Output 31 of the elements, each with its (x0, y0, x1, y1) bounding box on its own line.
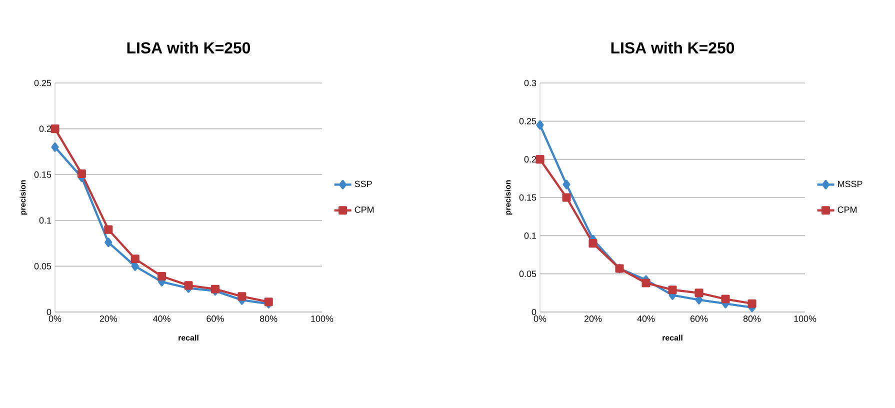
legend-label: CPM (354, 206, 374, 213)
x-tick-label: 40% (153, 316, 170, 322)
x-tick-label: 80% (260, 316, 278, 322)
y-tick-label: 0.05 (34, 263, 52, 270)
y-tick-label: 0.25 (519, 118, 536, 124)
y-tick-label: 0.05 (519, 270, 536, 278)
y-tick-label: 0.1 (39, 217, 52, 224)
x-tick-label: 40% (637, 316, 655, 322)
legend-label: CPM (838, 206, 857, 213)
x-tick-label: 100% (311, 316, 334, 322)
x-tick-label: 20% (584, 316, 602, 322)
chart-title: LISA with K=250 (127, 42, 250, 54)
y-tick-label: 0 (532, 308, 536, 316)
y-tick-label: 0.15 (34, 171, 52, 178)
legend-label: SSP (354, 180, 372, 188)
x-tick-label: 60% (206, 316, 224, 322)
y-tick-label: 0.3 (524, 80, 536, 86)
y-tick-label: 0.1 (524, 232, 536, 239)
y-tick-label: 0 (46, 308, 52, 316)
y-tick-label: 0.15 (519, 194, 536, 201)
x-tick-label: 0% (534, 316, 546, 322)
x-tick-label: 0% (48, 316, 62, 322)
x-tick-label: 100% (794, 316, 816, 322)
x-tick-label: 80% (743, 316, 761, 322)
y-tick-label: 0.25 (34, 80, 52, 86)
x-tick-label: 60% (690, 316, 708, 322)
x-tick-label: 20% (100, 316, 118, 322)
legend-label: MSSP (838, 180, 862, 188)
chart-title: LISA with K=250 (611, 42, 734, 54)
y-tick-label: 0.2 (524, 156, 536, 163)
y-tick-label: 0.2 (39, 126, 52, 132)
